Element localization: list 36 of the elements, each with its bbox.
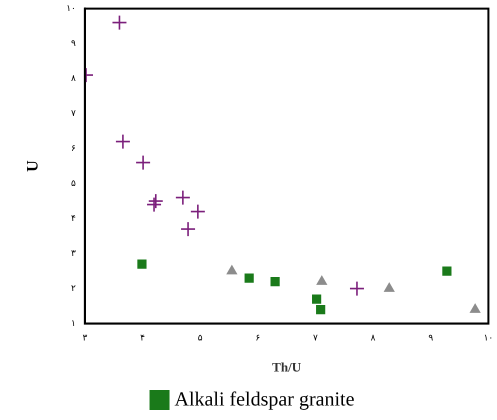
legend-label: Alkali feldspar granite — [174, 388, 355, 410]
y-tick-label: ۳ — [71, 248, 76, 259]
x-tick-label: ۵ — [198, 333, 203, 344]
point — [137, 260, 147, 269]
x-axis-title: Th/U — [272, 360, 302, 375]
x-tick-label: ۸ — [370, 333, 376, 344]
y-tick-label: ۹ — [71, 38, 76, 49]
y-tick-label: ۷ — [71, 108, 76, 119]
y-tick-label: ۲ — [71, 284, 76, 294]
point — [244, 274, 254, 283]
y-tick-label: ۱ — [71, 318, 76, 329]
point — [349, 280, 365, 296]
point — [148, 193, 164, 209]
y-tick-label: ۸ — [71, 74, 76, 84]
point — [316, 305, 326, 314]
point — [442, 266, 452, 276]
point — [135, 154, 151, 170]
y-tick-label: ۴ — [71, 214, 76, 224]
point — [270, 277, 280, 286]
y-tick-label: ۶ — [71, 144, 76, 154]
y-tick-label: ۵ — [71, 178, 76, 189]
point — [146, 196, 162, 212]
x-tick-label: ۴ — [140, 333, 146, 344]
x-tick-label: ۳ — [82, 333, 88, 344]
y-tick-label: ۱۰ — [66, 4, 76, 14]
x-tick-label: ۶ — [255, 333, 260, 344]
x-tick-label: ۷ — [313, 333, 318, 344]
point — [190, 204, 206, 220]
point — [175, 190, 191, 206]
point — [180, 221, 196, 237]
y-axis-title: U — [24, 160, 42, 172]
x-tick-label: ۹ — [428, 333, 434, 344]
point — [112, 14, 128, 30]
x-tick-label: ۱۰ — [484, 333, 494, 344]
point — [312, 294, 322, 304]
point — [115, 134, 131, 150]
